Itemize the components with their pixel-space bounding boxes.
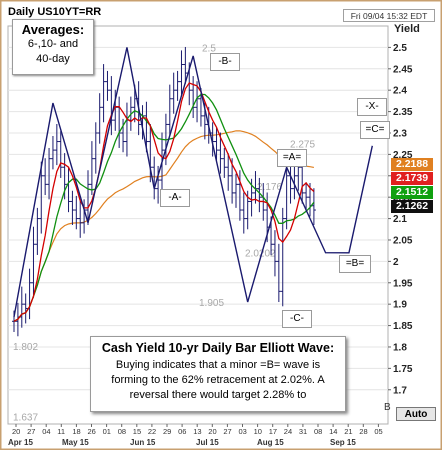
- y-tick-label: 2.05: [393, 235, 413, 246]
- x-tick-label: 06: [178, 427, 186, 436]
- x-tick-label: 31: [299, 427, 307, 436]
- b-marker: B: [384, 402, 391, 413]
- ma-6-line: [13, 82, 315, 322]
- elliott-wave-note: Cash Yield 10-yr Daily Bar Elliott Wave:…: [90, 336, 346, 412]
- level-label: 2.176: [257, 182, 282, 193]
- x-tick-label: 26: [88, 427, 96, 436]
- x-tick-label: 08: [314, 427, 322, 436]
- x-tick-label: 27: [223, 427, 231, 436]
- x-tick-label: 15: [133, 427, 141, 436]
- averages-line2: 40-day: [36, 53, 70, 65]
- y-tick-label: 2.45: [393, 64, 413, 75]
- level-label: 1.802: [13, 342, 38, 353]
- x-tick-label: 14: [329, 427, 337, 436]
- x-tick-label: 08: [118, 427, 126, 436]
- y-tick-label: 1.85: [393, 321, 413, 332]
- datetime-readout: Fri 09/04 15:32 EDT: [343, 9, 435, 22]
- x-tick-label: 27: [27, 427, 35, 436]
- x-tick-label: 10: [254, 427, 262, 436]
- y-tick-label: 2: [393, 257, 399, 268]
- price-tag: 2.1262: [391, 200, 433, 213]
- x-month-label: Sep 15: [330, 438, 356, 447]
- x-tick-label: 17: [269, 427, 277, 436]
- wave-label-B-minor: -B-: [210, 53, 240, 71]
- averages-legend-box: Averages: 6-,10- and 40-day: [12, 19, 94, 75]
- x-month-label: Aug 15: [257, 438, 284, 447]
- price-tag: 2.1512: [391, 186, 433, 199]
- auto-scale-button[interactable]: Auto: [396, 407, 436, 421]
- level-label: 1.637: [13, 413, 38, 424]
- level-label: 2.0202: [245, 249, 276, 260]
- x-tick-label: 28: [359, 427, 367, 436]
- y-tick-label: 2.3: [393, 128, 407, 139]
- x-tick-label: 18: [72, 427, 80, 436]
- averages-line1: 6-,10- and: [27, 38, 79, 50]
- y-tick-label: 1.75: [393, 364, 413, 375]
- wave-label-B-major: =B=: [339, 255, 371, 273]
- x-tick-label: 11: [57, 427, 65, 436]
- x-tick-label: 29: [163, 427, 171, 436]
- level-label: 2.5: [202, 43, 216, 54]
- y-tick-label: 1.95: [393, 278, 413, 289]
- x-month-label: Apr 15: [8, 438, 33, 447]
- x-month-label: May 15: [62, 438, 89, 447]
- wave-label-X: -X-: [357, 98, 387, 116]
- x-tick-label: 24: [284, 427, 292, 436]
- note-text: Buying indicates that a minor =B= wave i…: [111, 359, 325, 401]
- note-title: Cash Yield 10-yr Daily Bar Elliott Wave:: [101, 341, 335, 355]
- wave-label-C-major: =C=: [360, 121, 390, 139]
- x-month-label: Jun 15: [130, 438, 156, 447]
- x-tick-label: 20: [12, 427, 20, 436]
- y-axis-label: Yield: [394, 23, 420, 35]
- y-tick-label: 2.4: [393, 86, 407, 97]
- price-tag: 2.2188: [391, 158, 433, 171]
- plot-area: [7, 25, 389, 425]
- x-tick-label: 03: [239, 427, 247, 436]
- x-tick-label: 04: [42, 427, 50, 436]
- x-tick-label: 22: [148, 427, 156, 436]
- x-tick-label: 21: [344, 427, 352, 436]
- x-tick-label: 20: [208, 427, 216, 436]
- level-label: 1.905: [199, 298, 224, 309]
- x-tick-label: 01: [103, 427, 111, 436]
- y-tick-label: 2.1: [393, 214, 407, 225]
- x-tick-label: 05: [374, 427, 382, 436]
- ma-10-line: [13, 93, 315, 322]
- wave-label-A-major: =A=: [277, 149, 307, 167]
- y-tick-label: 1.9: [393, 300, 407, 311]
- x-month-label: Jul 15: [196, 438, 219, 447]
- wave-label-A-minor: -A-: [160, 189, 190, 207]
- y-tick-label: 2.35: [393, 107, 413, 118]
- wave-label-C-minor: -C-: [282, 310, 312, 328]
- y-tick-label: 1.8: [393, 342, 407, 353]
- elliott-wave-line: [13, 47, 373, 318]
- level-label: 2.275: [290, 140, 315, 151]
- price-tag: 2.1739: [391, 172, 433, 185]
- ma-40-line: [13, 130, 315, 322]
- y-tick-label: 2.5: [393, 43, 407, 54]
- y-tick-label: 2.25: [393, 150, 413, 161]
- averages-title: Averages:: [21, 22, 85, 37]
- y-tick-label: 1.7: [393, 385, 407, 396]
- x-tick-label: 13: [193, 427, 201, 436]
- chart-title: Daily US10YT=RR: [8, 6, 102, 18]
